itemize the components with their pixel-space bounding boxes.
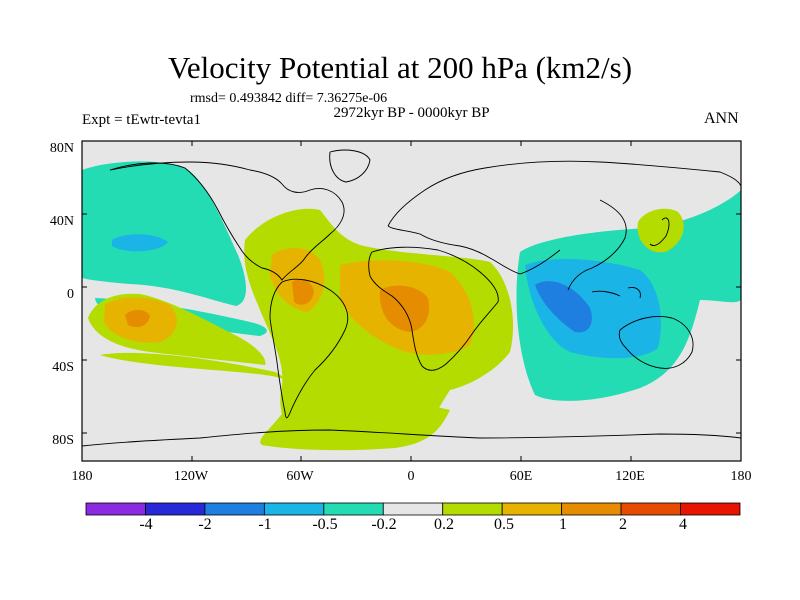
colorbar-label: -2	[198, 516, 212, 533]
colorbar-label: -4	[139, 516, 153, 533]
coastline-antarctica	[82, 429, 741, 447]
colorbar-label: 0.5	[494, 516, 514, 533]
coastline-eurasia	[387, 160, 741, 291]
coastline-greenland	[329, 149, 371, 183]
colorbar-label: 2	[619, 516, 627, 533]
lon-tick-label: 60E	[509, 469, 533, 484]
coastline-north-america	[109, 161, 345, 281]
season-label: ANN	[704, 110, 739, 127]
colorbar-label: -0.5	[312, 516, 338, 533]
colorbar-swatch	[323, 502, 384, 516]
coastline-japan-indonesia	[591, 217, 670, 299]
contour-neg-mid-region	[112, 234, 168, 252]
colorbar-swatch	[145, 502, 206, 516]
lon-tick-label: 180	[730, 469, 752, 484]
stats-label: rmsd= 0.493842 diff= 7.36275e-06	[190, 91, 388, 106]
experiment-label: Expt = tEwtr-tevta1	[82, 112, 201, 128]
colorbar-swatch	[680, 502, 741, 516]
colorbar-label: -0.2	[371, 516, 397, 533]
lon-tick-label: 120E	[615, 469, 645, 484]
lat-tick-label: 0	[67, 287, 74, 302]
colorbar-label: 0.2	[434, 516, 454, 533]
lat-tick-label: 40S	[52, 360, 74, 375]
contour-neg-strong-region	[535, 281, 592, 333]
lon-tick-label: 0	[407, 469, 415, 484]
lat-tick-label: 40N	[49, 214, 74, 229]
colorbar-swatch	[620, 502, 681, 516]
coastline-south-america	[269, 278, 349, 419]
lon-tick-label: 120W	[173, 469, 209, 484]
colorbar-swatch	[442, 502, 503, 516]
period-subtitle: 2972kyr BP - 0000kyr BP	[333, 105, 490, 121]
colorbar-swatch	[382, 502, 444, 516]
coastline-africa	[368, 246, 499, 371]
contour-fields	[82, 141, 741, 461]
coastline-australia	[618, 316, 694, 369]
lon-tick-label: 180	[71, 469, 93, 484]
coastlines	[82, 149, 741, 447]
colorbar-swatch	[204, 502, 265, 516]
colorbar-swatch	[85, 502, 146, 516]
colorbar-label: 1	[559, 516, 567, 533]
lat-tick-label: 80S	[52, 433, 74, 448]
colorbar-label: -1	[258, 516, 272, 533]
lon-tick-label: 60W	[286, 469, 314, 484]
axis-ticks	[81, 140, 742, 461]
contour-neg-light-region	[82, 161, 246, 306]
map-title: Velocity Potential at 200 hPa (km2/s)	[167, 50, 633, 85]
contour-pos-strong-region	[125, 309, 150, 328]
colorbar-label: 4	[679, 516, 687, 533]
contour-pos-light-region	[637, 208, 684, 253]
colorbar-swatch	[561, 502, 622, 516]
colorbar-swatch	[501, 502, 563, 516]
colorbar	[85, 502, 741, 516]
contour-pos-strong-region	[292, 279, 314, 305]
lat-tick-label: 80N	[49, 141, 74, 156]
colorbar-swatch	[263, 502, 325, 516]
